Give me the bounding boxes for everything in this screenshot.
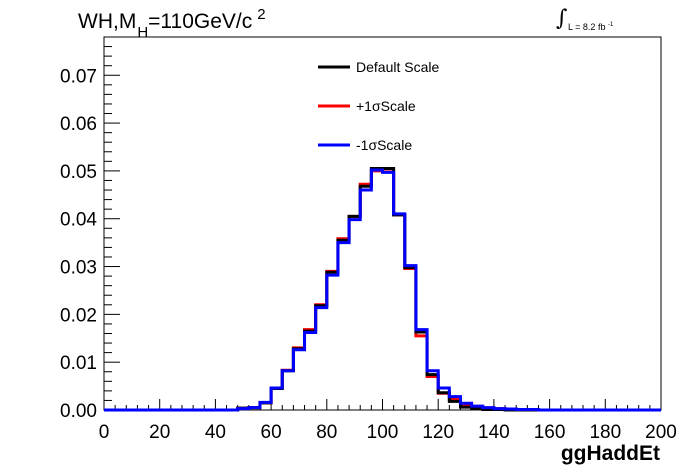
x-tick-label: 100 <box>367 422 399 443</box>
y-tick-label: 0.03 <box>60 258 97 279</box>
title-main: WH,M <box>78 10 137 33</box>
luminosity-value: L = 8.2 fb <box>568 22 606 32</box>
luminosity-unit-sup: -1 <box>607 22 614 28</box>
x-tick-label: 140 <box>478 422 510 443</box>
x-tick-label: 180 <box>589 422 621 443</box>
x-tick-label: 60 <box>261 422 282 443</box>
legend-minus-1sigma-label: -1σScale <box>356 137 412 153</box>
y-tick-label: 0.00 <box>60 401 97 422</box>
x-tick-label: 20 <box>149 422 170 443</box>
legend-default-scale-label: Default Scale <box>356 59 439 75</box>
title-superscript: 2 <box>257 6 266 23</box>
title-rest: =110GeV/c <box>148 10 253 33</box>
y-tick-labels: 0.00 0.01 0.02 0.03 0.04 0.05 0.06 0.07 <box>60 66 97 422</box>
series-default-scale <box>104 167 661 412</box>
series-minus-1sigma-scale <box>104 168 661 412</box>
plot-frame <box>103 36 662 411</box>
legend-plus-1sigma-label: +1σScale <box>356 98 416 114</box>
x-tick-labels: 0 20 40 60 80 100 120 140 160 180 200 <box>99 422 677 443</box>
x-tick-label: 0 <box>99 422 110 443</box>
y-tick-label: 0.02 <box>60 305 97 326</box>
title-subscript: H <box>137 24 149 41</box>
x-tick-label: 200 <box>645 422 677 443</box>
y-tick-label: 0.07 <box>60 66 97 87</box>
legend: Default Scale +1σScale -1σScale <box>318 59 439 153</box>
x-tick-label: 80 <box>316 422 337 443</box>
luminosity-text: L = 8.2 fb -1 <box>568 22 613 32</box>
x-tick-label: 160 <box>534 422 566 443</box>
y-tick-label: 0.05 <box>60 162 97 183</box>
x-tick-label: 120 <box>422 422 454 443</box>
axis-ticks <box>103 36 662 411</box>
x-axis-title: ggHaddEt <box>560 442 660 465</box>
y-tick-label: 0.06 <box>60 114 97 135</box>
y-tick-label: 0.01 <box>60 353 97 374</box>
y-tick-label: 0.04 <box>60 210 97 231</box>
x-tick-label: 40 <box>205 422 226 443</box>
integral-sign: ∫ <box>556 6 568 31</box>
plot-title: WH,MH=110GeV/c 2 <box>78 6 266 41</box>
series-plus-1sigma-scale <box>104 169 661 412</box>
series-layer <box>104 167 661 412</box>
